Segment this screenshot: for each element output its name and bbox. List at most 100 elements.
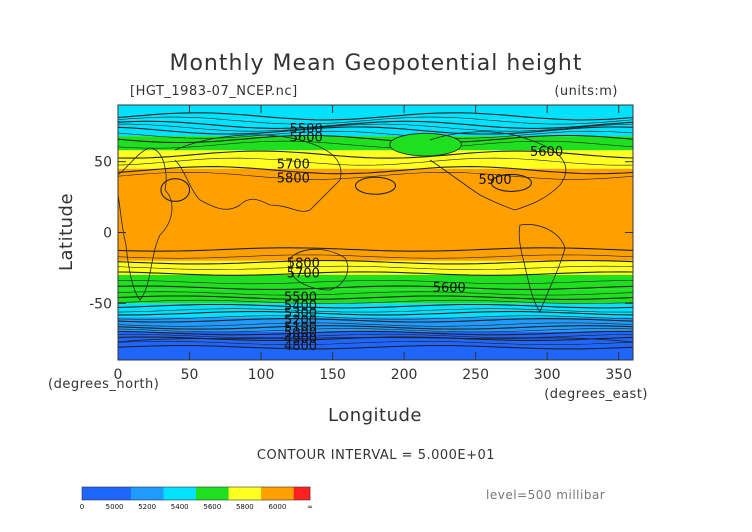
contour-label-0: 5500 <box>290 122 323 137</box>
contour-south-5250 <box>118 315 633 320</box>
contour-5900-closed-2 <box>160 178 191 202</box>
x-tick-label-250: 250 <box>462 367 489 383</box>
coast-asia <box>174 134 342 212</box>
coast-north-america <box>429 131 567 211</box>
contour-north-5700 <box>118 150 633 159</box>
contour-label-2: 5600 <box>530 145 563 160</box>
contour-north-5650 <box>118 140 633 149</box>
colorbar-swatch-6 <box>179 487 197 500</box>
contour-label-13: 5100 <box>284 320 317 335</box>
contour-label-10: 5400 <box>284 299 317 314</box>
contour-south-5750 <box>118 265 633 270</box>
contour-south-4800 <box>118 345 633 350</box>
contour-north-5550 <box>118 130 633 139</box>
contour-south-5700 <box>118 271 633 276</box>
colorbar-tick-1: 5000 <box>106 503 124 511</box>
colorbar-tick-0: 0 <box>80 503 84 511</box>
contour-south-5350 <box>118 308 633 313</box>
contour-label-3: 5700 <box>277 158 310 173</box>
colorbar-swatch-7 <box>196 487 213 500</box>
contour-label-5: 5900 <box>479 173 512 188</box>
colorbar-swatch-2 <box>114 487 132 500</box>
colorbar-swatch-11 <box>261 487 278 500</box>
colorbar-tick-2: 5200 <box>138 503 156 511</box>
axis-ticks: 0 50 100 150 200 250 300 350 -50 0 50 <box>89 105 633 383</box>
contour-south-5050 <box>118 328 633 333</box>
contour-south-5650 <box>118 280 633 285</box>
contour-south-5450 <box>118 299 633 304</box>
contour-lines <box>118 112 633 350</box>
trough-patch <box>389 132 462 157</box>
units-label: (units:m) <box>554 84 618 99</box>
x-tick-label-100: 100 <box>248 367 275 383</box>
band-4 <box>118 168 633 261</box>
contour-label-7: 5700 <box>287 267 320 282</box>
coastlines <box>118 131 633 343</box>
file-label: [HGT_1983-07_NCEP.nc] <box>130 84 298 99</box>
contour-label-4: 5800 <box>277 172 310 187</box>
colorbar-swatch-4 <box>147 487 164 500</box>
colorbar-tick-6: 6000 <box>269 503 287 511</box>
colorbar-swatch-1 <box>98 487 115 500</box>
contour-south-4850 <box>118 341 633 345</box>
contour-label-11: 5300 <box>284 306 317 321</box>
band-2 <box>118 136 633 151</box>
y-tick-label-50: 50 <box>94 155 112 171</box>
contour-label-1: 5600 <box>290 131 323 146</box>
band-6 <box>118 275 633 290</box>
contour-north-5500 <box>118 126 633 135</box>
contour-north-5750 <box>118 157 633 166</box>
x-unit-label: (degrees_east) <box>544 387 648 402</box>
y-tick-label-0: 0 <box>103 226 112 242</box>
coast-antarctica <box>118 337 633 343</box>
coast-south-america <box>518 224 566 313</box>
contour-south-5500 <box>118 295 633 300</box>
contour-north-5450 <box>118 123 633 132</box>
y-axis-label: Latitude <box>56 193 77 271</box>
band-7 <box>118 289 633 304</box>
colorbar-tick-3: 5400 <box>171 503 189 511</box>
x-tick-label-50: 50 <box>181 367 199 383</box>
coast-europe-africa <box>118 147 173 301</box>
x-tick-label-300: 300 <box>534 367 561 383</box>
contour-5900-closed-0 <box>354 176 397 195</box>
colorbar-swatch-12 <box>277 487 295 500</box>
contour-label-8: 5600 <box>433 281 466 296</box>
x-tick-label-0: 0 <box>114 367 123 383</box>
colorbar-tick-7: ∞ <box>307 503 313 511</box>
band-8 <box>118 303 633 318</box>
colorbar-swatch-5 <box>163 487 181 500</box>
band-5 <box>118 260 633 275</box>
contour-label-12: 5200 <box>284 313 317 328</box>
contour-north-5350 <box>118 116 633 125</box>
contour-north-5300 <box>118 112 633 121</box>
band-3 <box>118 150 633 169</box>
colorbar-swatch-0 <box>82 487 99 500</box>
contour-south-5600 <box>118 285 633 290</box>
colorbar-swatch-3 <box>130 487 148 500</box>
contour-north-5400 <box>118 120 633 129</box>
chart-title: Monthly Mean Geopotential height <box>169 51 582 76</box>
x-tick-label-350: 350 <box>605 367 632 383</box>
contour-south-5000 <box>118 330 633 336</box>
coast-australia <box>289 248 349 291</box>
contour-south-5300 <box>118 311 633 316</box>
x-tick-label-150: 150 <box>319 367 346 383</box>
contour-5900-closed-1 <box>490 173 532 192</box>
contour-label-9: 5500 <box>284 291 317 306</box>
y-unit-label: (degrees_north) <box>48 377 159 392</box>
contour-label-16: 4800 <box>284 339 317 354</box>
contour-south-5900 <box>118 247 633 252</box>
contour-south-5850 <box>118 254 633 259</box>
colorbar: 0 5000 5200 5400 5600 5800 6000 ∞ <box>80 486 313 511</box>
contour-north-5800 <box>118 166 633 175</box>
colorbar-frame <box>81 486 311 501</box>
contour-south-5200 <box>118 318 633 323</box>
contour-interval-label: CONTOUR INTERVAL = 5.000E+01 <box>257 448 495 463</box>
colorbar-swatch-9 <box>228 487 246 500</box>
contour-south-5400 <box>118 303 633 309</box>
x-tick-label-200: 200 <box>391 367 418 383</box>
colorbar-tick-4: 5600 <box>203 503 221 511</box>
colorbar-swatch-13 <box>293 487 311 500</box>
